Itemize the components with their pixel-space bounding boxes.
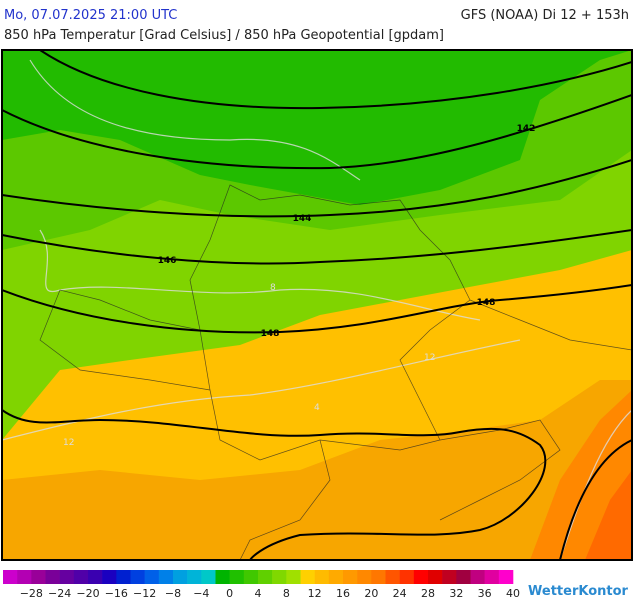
contour-label: 142: [517, 124, 536, 134]
colorbar-label: 20: [364, 587, 378, 600]
map-frame: [1, 49, 633, 561]
contour-label: 148: [477, 298, 496, 308]
colorbar-swatch: [130, 570, 145, 584]
colorbar-swatch: [158, 570, 174, 584]
colorbar-swatch: [343, 570, 358, 584]
colorbar-swatch: [498, 570, 514, 584]
contour-label: 148: [261, 329, 280, 339]
colorbar-swatch: [102, 570, 117, 584]
temp-zone-dark-green: [2, 50, 632, 205]
colorbar-label: −4: [193, 587, 209, 600]
colorbar-swatch: [45, 570, 60, 584]
temp-zone-dark-orange: [585, 470, 632, 560]
colorbar-swatch: [258, 570, 273, 584]
colorbar-swatch: [399, 570, 415, 584]
colorbar-label: 0: [226, 587, 233, 600]
colorbar-swatch: [456, 570, 471, 584]
colorbar-label: 32: [449, 587, 463, 600]
colorbar-label: 12: [308, 587, 322, 600]
colorbar-swatch: [442, 570, 457, 584]
colorbar-swatch: [31, 570, 46, 584]
colorbar-swatch: [173, 570, 188, 584]
colorbar-label: 40: [506, 587, 520, 600]
colorbar-swatch: [243, 570, 259, 584]
isotherm-label: 12: [424, 353, 435, 363]
isotherm-labels: 8 12 12 4: [63, 283, 435, 448]
colorbar-swatch: [88, 570, 103, 584]
colorbar-swatch: [73, 570, 89, 584]
colorbar-swatch: [116, 570, 131, 584]
isotherm-label: 4: [314, 403, 320, 413]
colorbar-swatch: [201, 570, 216, 584]
colorbar-label: −16: [105, 587, 128, 600]
colorbar-swatch: [272, 570, 287, 584]
contour-label: 144: [293, 214, 312, 224]
colorbar-label: 28: [421, 587, 435, 600]
colorbar-swatch: [470, 570, 485, 584]
colorbar-label: −12: [133, 587, 156, 600]
colorbar-label: −28: [20, 587, 43, 600]
datetime: Mo, 07.07.2025 21:00 UTC: [4, 8, 177, 23]
colorbar-label: −20: [76, 587, 99, 600]
colorbar-label: 36: [478, 587, 492, 600]
isotherm-label: 12: [63, 438, 74, 448]
colorbar-swatch: [413, 570, 429, 584]
brand: WetterKontor: [528, 584, 629, 599]
contour-label: 146: [158, 256, 177, 266]
colorbar-swatch: [229, 570, 245, 584]
isotherm-label: 8: [270, 283, 276, 293]
colorbar-swatch: [328, 570, 344, 584]
geopotential-contours: [2, 50, 632, 560]
colorbar-swatch: [144, 570, 160, 584]
colorbar-swatch: [484, 570, 500, 584]
colorbar-swatch: [59, 570, 75, 584]
colorbar-swatch: [187, 570, 202, 584]
colorbar-swatch: [286, 570, 301, 584]
subtitle: 850 hPa Temperatur [Grad Celsius] / 850 …: [4, 28, 444, 43]
colorbar-label: 24: [393, 587, 407, 600]
colorbar-swatch: [17, 570, 32, 584]
colorbar-label: −24: [48, 587, 71, 600]
colorbar: −28 −24 −20 −16 −12 −8 −4 0 4 8 12 16 20 24 28 32 36 40: [3, 570, 520, 600]
colorbar-label: 8: [283, 587, 290, 600]
map: 142 144 146 148 148 8 12 12 4: [1, 49, 633, 561]
colorbar-label: 16: [336, 587, 350, 600]
colorbar-label: 4: [255, 587, 262, 600]
colorbar-swatch: [428, 570, 443, 584]
colorbar-swatch: [300, 570, 315, 584]
contour-labels: 142 144 146 148 148: [158, 124, 536, 339]
model-info: GFS (NOAA) Di 12 + 153h: [461, 8, 629, 23]
colorbar-swatch: [314, 570, 330, 584]
colorbar-swatch: [385, 570, 400, 584]
colorbar-swatch: [3, 570, 18, 584]
colorbar-swatch: [215, 570, 230, 584]
colorbar-label: −8: [165, 587, 181, 600]
colorbar-swatch: [357, 570, 372, 584]
colorbar-swatch: [371, 570, 386, 584]
